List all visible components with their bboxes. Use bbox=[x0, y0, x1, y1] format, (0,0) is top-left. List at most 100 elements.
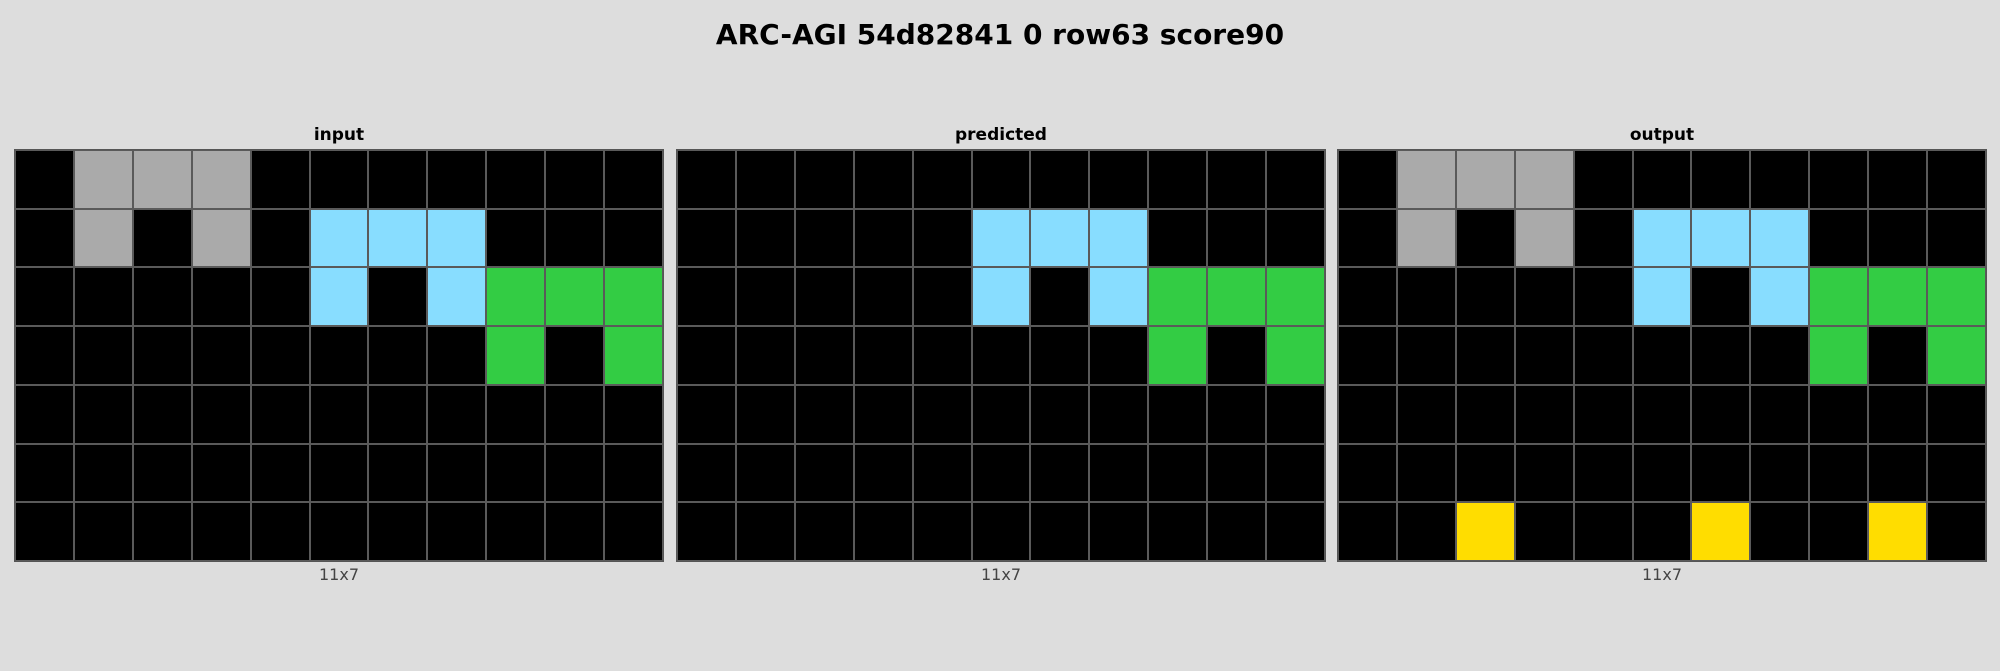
output-grid bbox=[1337, 149, 1987, 562]
grid-cell bbox=[486, 150, 546, 209]
grid-cell bbox=[15, 267, 74, 327]
grid-cell bbox=[1927, 443, 1986, 503]
grid-cell bbox=[971, 208, 1031, 268]
grid-cell bbox=[368, 150, 428, 209]
grid-cell bbox=[1573, 267, 1633, 327]
grid-cell bbox=[15, 150, 74, 209]
grid-cell bbox=[1148, 150, 1208, 209]
grid-cell bbox=[15, 443, 74, 503]
grid-cell bbox=[427, 443, 487, 503]
grid-dimensions: 11x7 bbox=[980, 565, 1021, 584]
grid-cell bbox=[1927, 208, 1986, 268]
grid-cell bbox=[1514, 502, 1574, 561]
grid-cell bbox=[735, 384, 795, 444]
grid-cell bbox=[1750, 502, 1810, 561]
grid-cell bbox=[1573, 150, 1633, 209]
grid-cell bbox=[853, 502, 913, 561]
grid-cell bbox=[1868, 267, 1928, 327]
grid-cell bbox=[486, 443, 546, 503]
grid-cell bbox=[250, 326, 310, 385]
grid-cell bbox=[368, 502, 428, 561]
grid-cell bbox=[1338, 208, 1397, 268]
figure-title: ARC-AGI 54d82841 0 row63 score90 bbox=[715, 18, 1285, 51]
grid-cell bbox=[1338, 150, 1397, 209]
grid-cell bbox=[1691, 384, 1751, 444]
grid-cell bbox=[1030, 502, 1090, 561]
grid-cell bbox=[677, 326, 736, 385]
grid-cell bbox=[545, 267, 605, 327]
grid-cell bbox=[1396, 326, 1456, 385]
grid-cell bbox=[1691, 502, 1751, 561]
grid-cell bbox=[191, 150, 251, 209]
grid-cell bbox=[794, 502, 854, 561]
grid-cell bbox=[1089, 384, 1149, 444]
grid-cell bbox=[1514, 326, 1574, 385]
grid-cell bbox=[677, 384, 736, 444]
input-panel: input 11x7 bbox=[14, 124, 664, 584]
grid-cell bbox=[545, 150, 605, 209]
grid-cell bbox=[191, 443, 251, 503]
grid-cell bbox=[604, 208, 663, 268]
grid-cell bbox=[794, 384, 854, 444]
grid-cell bbox=[545, 208, 605, 268]
grid-cell bbox=[1514, 443, 1574, 503]
grid-cell bbox=[794, 150, 854, 209]
grid-cell bbox=[1148, 326, 1208, 385]
grid-cell bbox=[1750, 384, 1810, 444]
grid-cell bbox=[309, 267, 369, 327]
grid-cell bbox=[1927, 267, 1986, 327]
grid-cell bbox=[427, 150, 487, 209]
grid-cell bbox=[1338, 443, 1397, 503]
grid-cell bbox=[486, 502, 546, 561]
grid-cell bbox=[191, 208, 251, 268]
grid-cell bbox=[309, 150, 369, 209]
grid-cell bbox=[427, 326, 487, 385]
input-grid bbox=[14, 149, 664, 562]
grid-cell bbox=[853, 384, 913, 444]
grid-cell bbox=[15, 326, 74, 385]
grid-cell bbox=[1868, 150, 1928, 209]
grid-cell bbox=[1089, 502, 1149, 561]
grid-cell bbox=[1927, 384, 1986, 444]
grid-cell bbox=[132, 384, 192, 444]
grid-cell bbox=[73, 150, 133, 209]
grid-cell bbox=[309, 502, 369, 561]
predicted-grid bbox=[676, 149, 1326, 562]
panel-title: output bbox=[1629, 125, 1695, 145]
grid-cell bbox=[73, 443, 133, 503]
grid-cell bbox=[132, 150, 192, 209]
grid-cell bbox=[1089, 443, 1149, 503]
grid-cell bbox=[794, 326, 854, 385]
grid-cell bbox=[1396, 384, 1456, 444]
grid-cell bbox=[1573, 384, 1633, 444]
grid-cell bbox=[1809, 208, 1869, 268]
grid-cell bbox=[486, 384, 546, 444]
grid-cell bbox=[486, 208, 546, 268]
grid-cell bbox=[1632, 443, 1692, 503]
grid-cell bbox=[604, 443, 663, 503]
grid-cell bbox=[73, 502, 133, 561]
grid-cell bbox=[1338, 384, 1397, 444]
grid-cell bbox=[604, 267, 663, 327]
grid-cell bbox=[73, 326, 133, 385]
grid-cell bbox=[735, 443, 795, 503]
grid-cell bbox=[545, 502, 605, 561]
grid-cell bbox=[427, 208, 487, 268]
grid-cell bbox=[1573, 208, 1633, 268]
grid-cell bbox=[912, 384, 972, 444]
grid-cell bbox=[1207, 443, 1267, 503]
grid-cell bbox=[1396, 502, 1456, 561]
grid-cell bbox=[368, 326, 428, 385]
grid-cell bbox=[971, 150, 1031, 209]
grid-cell bbox=[735, 326, 795, 385]
grid-cell bbox=[1030, 208, 1090, 268]
grid-cell bbox=[1632, 150, 1692, 209]
grid-cell bbox=[604, 150, 663, 209]
grid-cell bbox=[1089, 267, 1149, 327]
grid-cell bbox=[853, 150, 913, 209]
grid-cell bbox=[912, 502, 972, 561]
grid-cell bbox=[1148, 208, 1208, 268]
grid-cell bbox=[309, 326, 369, 385]
grid-cell bbox=[735, 150, 795, 209]
grid-cell bbox=[427, 384, 487, 444]
